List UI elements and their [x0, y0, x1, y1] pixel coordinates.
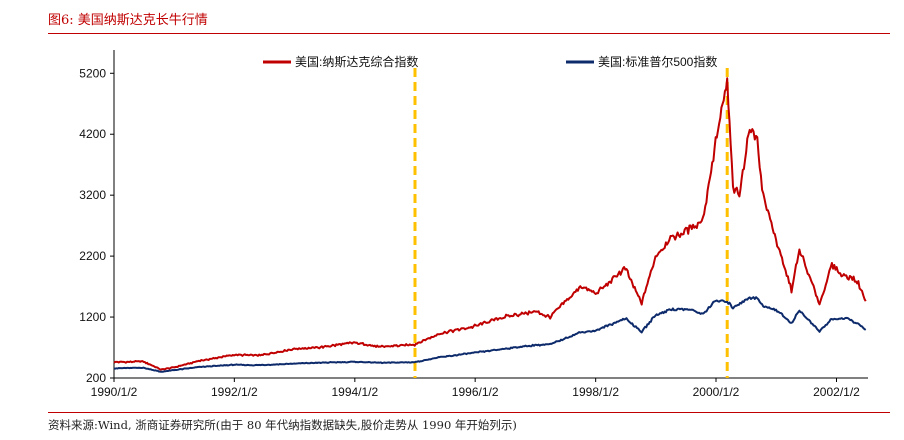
- y-tick-label: 2200: [79, 249, 106, 263]
- y-tick-label: 4200: [79, 127, 106, 141]
- figure-title: 图6: 美国纳斯达克长牛行情: [48, 13, 208, 28]
- y-tick-label: 200: [86, 371, 106, 385]
- event-marker-lines: [413, 68, 729, 378]
- legend-label-0: 美国:纳斯达克综合指数: [295, 54, 418, 69]
- source-note: 资料来源:Wind, 浙商证券研究所(由于 80 年代纳指数据缺失,股价走势从 …: [48, 418, 517, 432]
- x-tick-label: 2000/1/2: [693, 385, 740, 399]
- x-tick-label: 2002/1/2: [813, 385, 860, 399]
- y-tick-label: 1200: [79, 310, 106, 324]
- x-tick-label: 1994/1/2: [331, 385, 378, 399]
- series-line-0: [113, 77, 867, 371]
- title-rule: [48, 33, 890, 34]
- x-tick-label: 1996/1/2: [452, 385, 499, 399]
- legend-label-1: 美国:标准普尔500指数: [598, 54, 717, 69]
- series-line-1: [114, 296, 867, 373]
- chart-axes: 200 1200 2200 3200 4200 5200 1990/1/2 1992/1/2 1…: [79, 50, 868, 399]
- source-rule: [48, 412, 890, 413]
- x-tick-label: 1998/1/2: [572, 385, 619, 399]
- chart-legend: 美国:纳斯达克综合指数 美国:标准普尔500指数: [263, 54, 717, 69]
- y-tick-label: 5200: [79, 66, 106, 80]
- x-tick-label: 1990/1/2: [91, 385, 138, 399]
- chart-series: [113, 77, 867, 373]
- x-tick-label: 1992/1/2: [211, 385, 258, 399]
- y-tick-label: 3200: [79, 188, 106, 202]
